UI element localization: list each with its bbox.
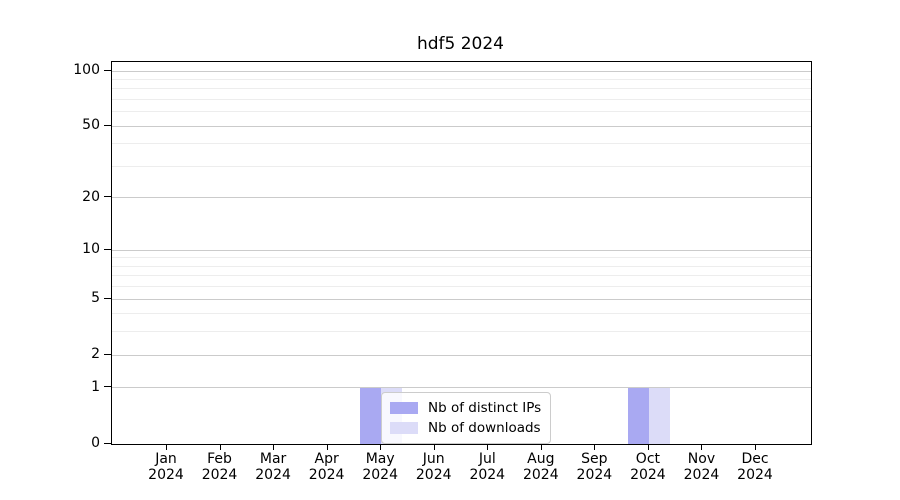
x-tick-label: Jan 2024: [131, 451, 201, 483]
legend-label: Nb of distinct IPs: [428, 400, 542, 416]
x-tick-year: 2024: [415, 467, 452, 483]
legend-entry: Nb of downloads: [390, 418, 541, 438]
x-tick-label: Oct 2024: [613, 451, 683, 483]
minor-gridline: [112, 88, 811, 90]
y-tick-mark: [104, 124, 111, 126]
x-tick-year: 2024: [630, 467, 666, 483]
x-tick-year: 2024: [683, 467, 720, 483]
x-tick-label: Aug 2024: [506, 451, 576, 483]
bar-distinct-ips: [360, 388, 382, 444]
y-tick-label: 5: [91, 290, 100, 307]
x-tick-label: Jul 2024: [452, 451, 522, 483]
x-tick-mark: [647, 444, 649, 450]
x-tick-year: 2024: [362, 467, 398, 483]
major-gridline: [112, 298, 811, 300]
major-gridline: [112, 249, 811, 251]
minor-gridline: [112, 166, 811, 167]
major-gridline: [112, 70, 811, 72]
y-tick-label: 2: [91, 346, 100, 363]
y-tick-mark: [104, 442, 111, 444]
x-tick-year: 2024: [201, 467, 238, 483]
x-tick-mark: [219, 444, 221, 450]
major-gridline: [112, 354, 811, 356]
x-tick-year: 2024: [148, 467, 184, 483]
legend: Nb of distinct IPs Nb of downloads: [381, 392, 552, 444]
chart-title: hdf5 2024: [416, 34, 505, 54]
y-tick-label: 10: [82, 241, 100, 258]
x-tick-label: Apr 2024: [292, 451, 362, 483]
x-tick-mark: [273, 444, 275, 450]
bar-downloads: [648, 388, 670, 444]
minor-gridline: [112, 143, 811, 145]
x-tick-year: 2024: [576, 467, 613, 483]
y-tick-label: 0: [91, 435, 100, 451]
x-tick-mark: [380, 444, 382, 450]
legend-swatch: [390, 402, 418, 414]
x-tick-year: 2024: [469, 467, 506, 483]
plot-area: [111, 61, 812, 445]
major-gridline: [112, 125, 811, 127]
x-tick-mark: [755, 444, 756, 450]
minor-gridline: [112, 275, 811, 277]
minor-gridline: [112, 111, 811, 113]
minor-gridline: [112, 313, 811, 315]
minor-gridline: [112, 265, 811, 267]
minor-gridline: [112, 286, 811, 288]
y-tick-label: 100: [73, 62, 100, 79]
x-tick-year: 2024: [737, 467, 773, 483]
x-tick-mark: [166, 444, 167, 450]
y-tick-mark: [104, 69, 111, 71]
y-tick-label: 20: [82, 188, 100, 205]
minor-gridline: [112, 99, 811, 101]
minor-gridline: [112, 257, 811, 259]
x-tick-mark: [433, 444, 435, 450]
x-tick-label: Sep 2024: [559, 451, 629, 483]
major-gridline: [112, 197, 811, 199]
y-tick-label: 50: [82, 117, 100, 134]
x-tick-year: 2024: [522, 467, 559, 483]
legend-label: Nb of downloads: [428, 420, 541, 436]
y-tick-label: 1: [91, 378, 100, 395]
x-tick-mark: [326, 444, 328, 450]
x-tick-label: Mar 2024: [238, 451, 308, 483]
y-tick-mark: [104, 196, 111, 198]
y-tick-mark: [104, 248, 111, 250]
bar-distinct-ips: [627, 388, 649, 444]
y-tick-mark: [104, 386, 111, 388]
x-tick-mark: [701, 444, 703, 450]
x-tick-mark: [487, 444, 489, 450]
x-tick-label: May 2024: [345, 451, 415, 483]
x-tick-year: 2024: [308, 467, 345, 483]
y-tick-mark: [104, 353, 111, 355]
minor-gridline: [112, 78, 811, 80]
x-tick-label: Feb 2024: [185, 451, 255, 483]
x-tick-label: Nov 2024: [666, 451, 736, 483]
x-tick-label: Dec 2024: [720, 451, 790, 483]
legend-swatch: [390, 422, 418, 434]
x-tick-year: 2024: [255, 467, 291, 483]
minor-gridline: [112, 331, 811, 333]
legend-entry: Nb of distinct IPs: [390, 398, 541, 418]
major-gridline: [112, 387, 811, 389]
x-tick-mark: [540, 444, 542, 450]
y-tick-mark: [104, 297, 111, 299]
x-tick-mark: [594, 444, 596, 450]
x-tick-label: Jun 2024: [399, 451, 469, 483]
